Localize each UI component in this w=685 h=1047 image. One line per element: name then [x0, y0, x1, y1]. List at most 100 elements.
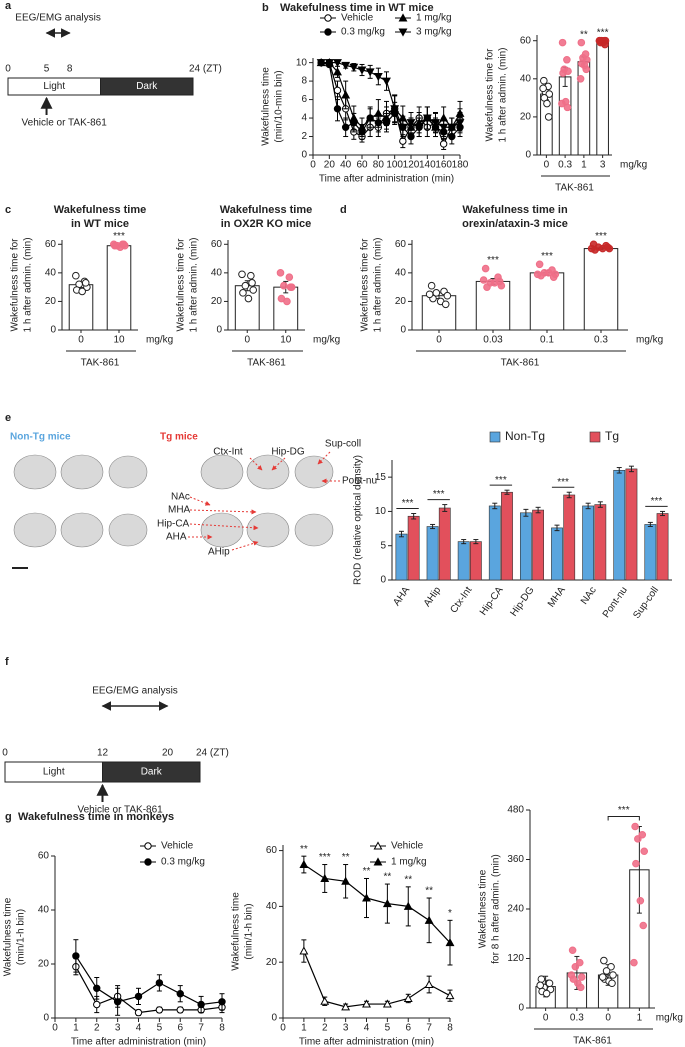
x-tick-label: 180 — [452, 160, 469, 171]
data-point — [241, 281, 250, 290]
chart-title: in WT mice — [71, 218, 129, 230]
significance: *** — [651, 496, 663, 507]
marker — [439, 140, 448, 148]
data-point — [544, 113, 553, 121]
y-tick-label: 60 — [395, 239, 407, 250]
brain-section — [108, 455, 148, 489]
marker — [403, 993, 413, 1002]
bar — [529, 272, 565, 331]
arrow — [271, 457, 286, 471]
x-tick-label: 10 — [280, 335, 292, 346]
brain-section — [13, 454, 57, 490]
bar — [563, 494, 576, 581]
data-point — [587, 244, 596, 253]
region-label: AHA — [166, 532, 187, 543]
x-tick-label: 3 — [600, 160, 606, 171]
x-tick-label: 8 — [219, 1023, 225, 1034]
x-axis-label: Time after administration (min) — [319, 174, 454, 185]
data-point — [543, 99, 551, 108]
y-tick-label: 0 — [525, 150, 531, 161]
y-tick-label: 15 — [375, 472, 387, 483]
series-line — [75, 955, 223, 1006]
x-tick-label: 120 — [403, 160, 420, 171]
x-tick-label: 80 — [373, 160, 385, 171]
x-tick-label: 0.3 — [570, 1013, 584, 1024]
marker — [341, 61, 351, 71]
marker — [113, 998, 122, 1006]
marker — [341, 876, 351, 885]
significance: ** — [300, 844, 308, 855]
marker — [333, 105, 342, 113]
marker — [424, 915, 434, 924]
marker — [176, 990, 184, 998]
data-point — [483, 283, 491, 291]
marker — [382, 999, 392, 1008]
marker — [373, 841, 383, 850]
data-point — [540, 76, 548, 85]
marker — [365, 68, 375, 77]
marker — [144, 842, 152, 850]
marker — [373, 72, 383, 82]
y-axis-label: ROD (relative optical density) — [353, 455, 364, 585]
y-axis-label: (min/1-h bin) — [16, 909, 27, 965]
y-axis-label: 1 h after admin. (min) — [23, 237, 34, 332]
marker — [333, 67, 342, 76]
data-point — [634, 835, 642, 843]
x-tick-label: 5 — [157, 1023, 163, 1034]
marker — [422, 114, 432, 123]
marker — [447, 123, 457, 132]
data-point — [536, 981, 545, 990]
data-point — [276, 269, 285, 277]
data-point — [479, 276, 488, 284]
tg-title: Tg mice — [160, 432, 198, 443]
y-axis-label: Wakefulness time for — [360, 238, 371, 332]
data-point — [495, 277, 504, 286]
data-point — [280, 281, 288, 290]
bar — [273, 286, 299, 331]
panel-label: g — [5, 811, 12, 823]
data-point — [425, 290, 434, 299]
x-tick-label: 60 — [356, 160, 368, 171]
marker — [382, 898, 392, 908]
x-tick-label: 0 — [244, 335, 250, 346]
bar — [407, 515, 420, 581]
region-label: Ctx-Int — [213, 447, 243, 458]
marker — [134, 1008, 143, 1017]
bar — [644, 524, 657, 581]
x-tick-label: Ctx-Int — [448, 585, 474, 616]
marker — [324, 14, 332, 22]
brain-section — [246, 454, 290, 490]
y-axis-label: Wakefulness time for — [10, 238, 21, 332]
significance: *** — [113, 231, 125, 242]
arrow — [231, 540, 259, 551]
y-axis-label: 1 h after admin. (min) — [189, 237, 200, 332]
x-tick-label: 1 — [581, 160, 587, 171]
marker — [390, 105, 400, 114]
x-tick-label: 2 — [94, 1023, 100, 1034]
marker — [399, 137, 407, 145]
marker — [349, 63, 359, 72]
significance: *** — [541, 251, 553, 262]
y-tick-label: 2 — [301, 131, 307, 142]
data-point — [545, 979, 554, 988]
panel-label: f — [5, 656, 9, 668]
dark-label: Dark — [141, 767, 163, 778]
marker — [324, 28, 332, 36]
data-point — [609, 971, 617, 979]
x-tick-label: 8 — [447, 1023, 453, 1034]
data-point — [563, 103, 572, 112]
x-tick-label: 4 — [136, 1023, 142, 1034]
data-point — [441, 300, 450, 309]
marker — [382, 113, 391, 122]
marker — [320, 996, 330, 1005]
data-point — [481, 264, 490, 273]
bar — [532, 509, 544, 581]
x-tick-label: Sup-coll — [631, 585, 661, 621]
y-tick-label: 10 — [296, 57, 308, 68]
brain-section — [200, 512, 244, 548]
group-label: TAK-861 — [573, 1036, 612, 1047]
bar — [106, 245, 132, 331]
y-tick-label: 20 — [520, 112, 532, 123]
marker — [439, 123, 449, 132]
